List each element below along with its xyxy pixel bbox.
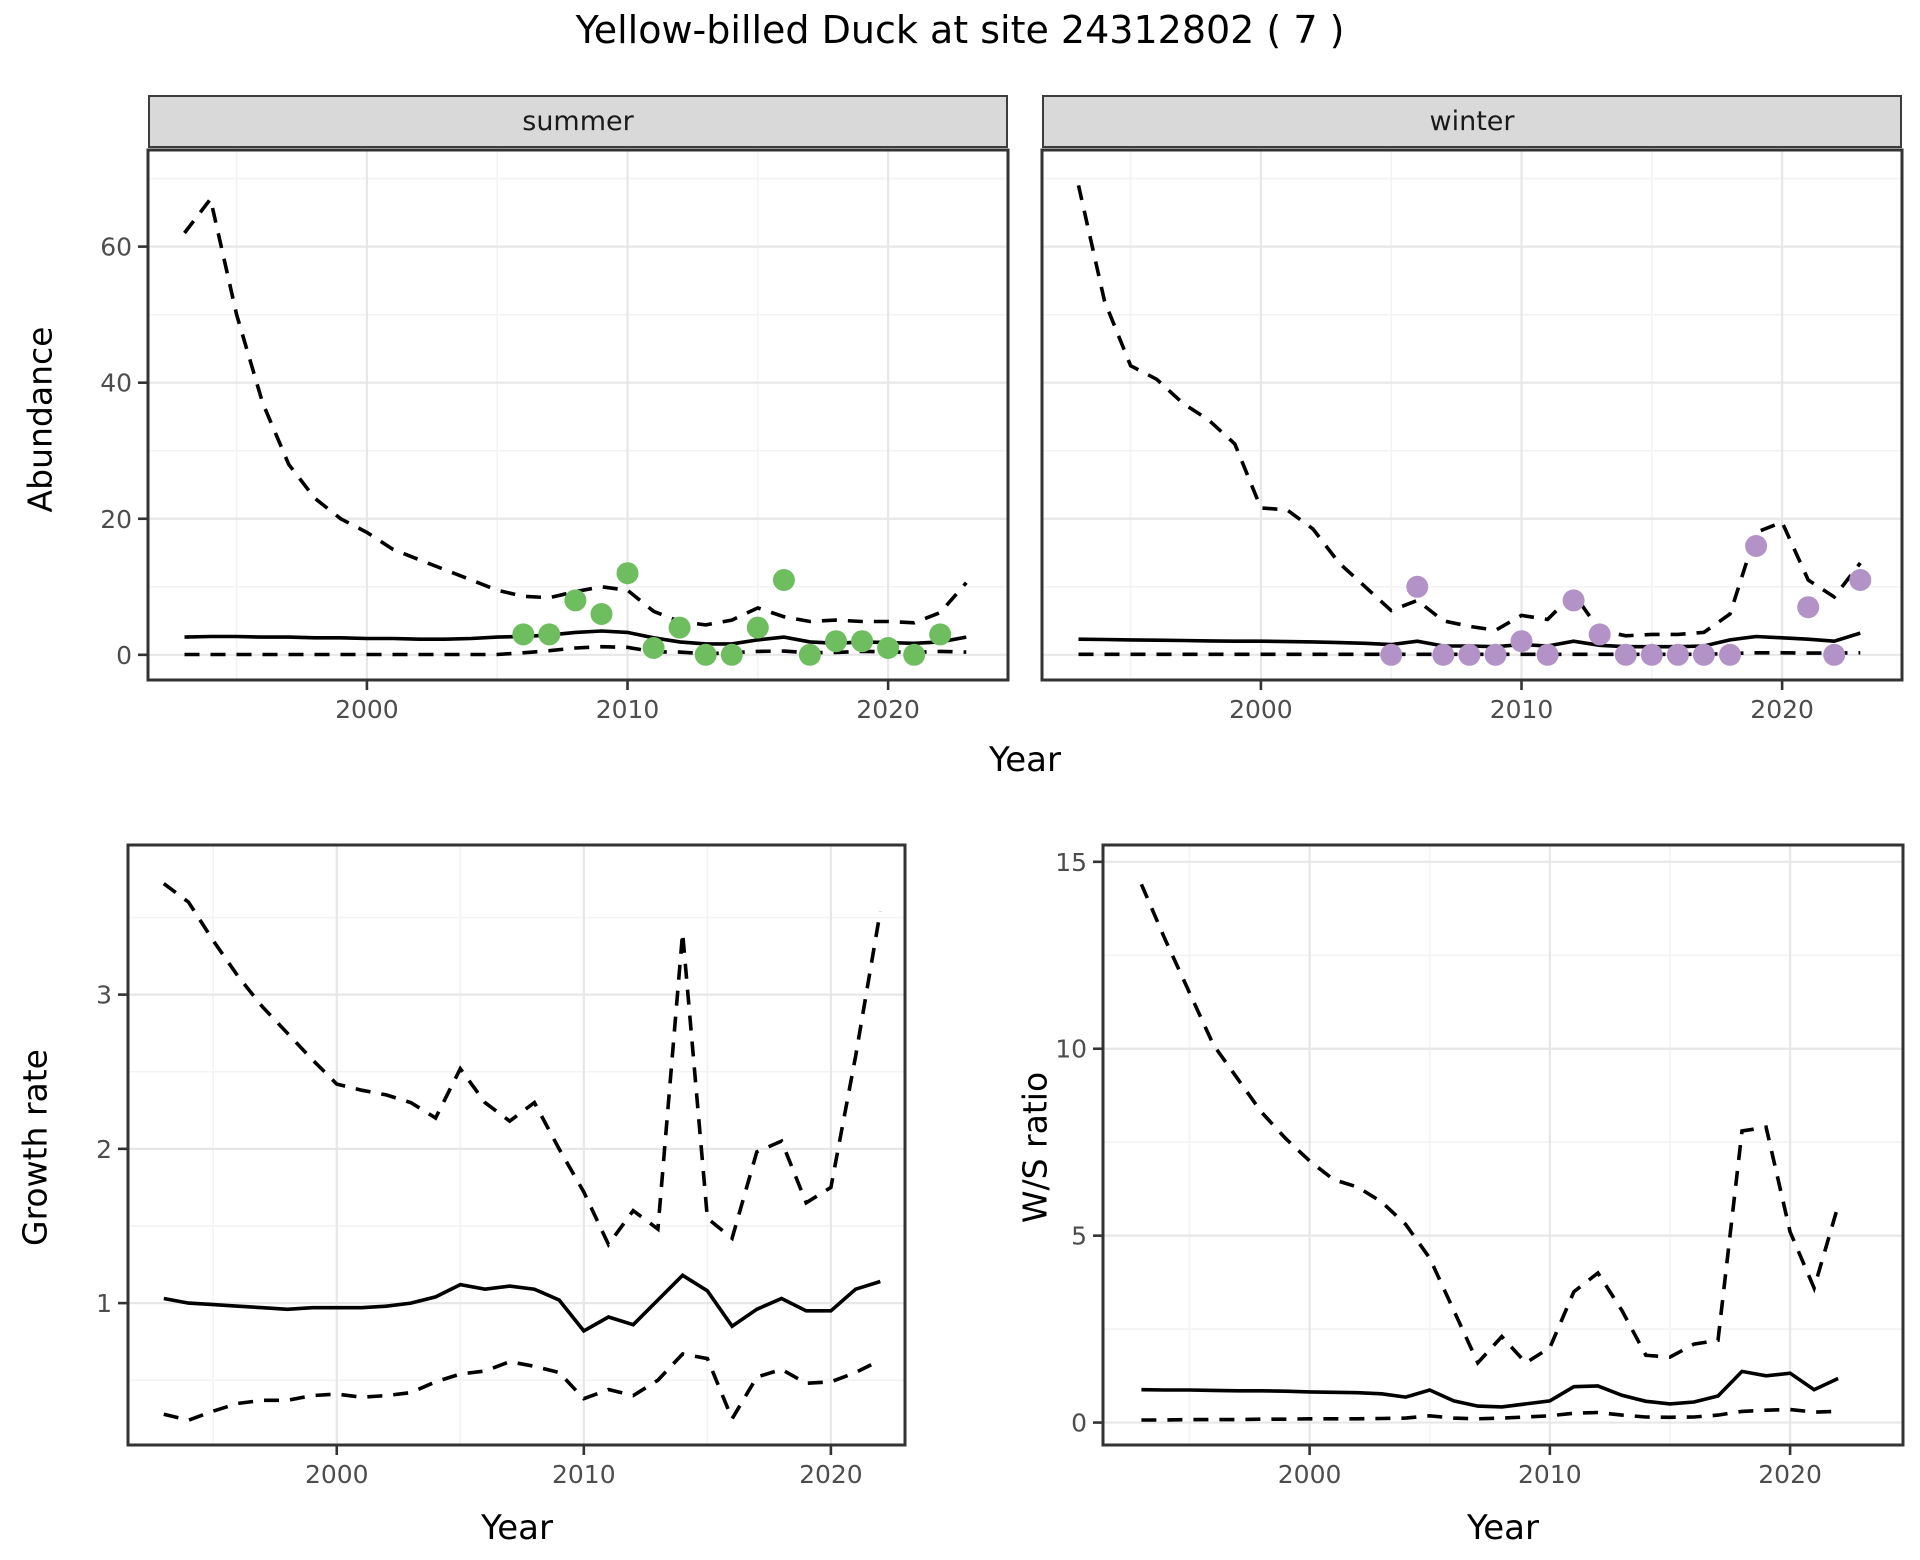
growth-rate-panel: 2000 2010 2020 1 2 3	[96, 843, 907, 1489]
ws-ratio-axis-title: W/S ratio	[1015, 1071, 1055, 1224]
abundance-summer-x-tick-label: 2020	[856, 695, 920, 724]
abundance-winter-x-tick-label: 2010	[1490, 695, 1554, 724]
ws-ratio-x-tick-label: 2010	[1518, 1460, 1582, 1489]
ws-ratio-x-tick-label: 2000	[1278, 1460, 1342, 1489]
growth-rate-x-tick-label: 2010	[552, 1460, 616, 1489]
facet-strip-summer-label: summer	[522, 106, 634, 137]
facet-strip-summer: summer	[148, 95, 1008, 148]
facet-strip-winter: winter	[1042, 95, 1902, 148]
growth-rate-median-line	[163, 1273, 881, 1334]
year-axis-title-top: Year	[989, 740, 1061, 780]
abundance-summer-y-tick-label: 60	[100, 233, 132, 262]
growth-rate-y-tick-label: 3	[96, 981, 112, 1010]
ws-ratio-y-tick-label: 10	[1055, 1035, 1087, 1064]
growth-rate-y-tick-label: 2	[96, 1135, 112, 1164]
year-axis-title-growth: Year	[481, 1508, 553, 1548]
abundance-summer-y-tick-label: 0	[116, 641, 132, 670]
growth-rate-upper_ci-line	[162, 882, 883, 1249]
abundance-summer-upper_ci-line	[183, 194, 968, 627]
facet-strip-winter-label: winter	[1429, 106, 1515, 137]
ws-ratio-x-tick-label: 2020	[1758, 1460, 1822, 1489]
abundance-winter-x-tick-label: 2020	[1750, 695, 1814, 724]
abundance-winter-upper_ci-line	[1076, 185, 1862, 638]
abundance-summer-panel: 2000 2010 2020 0 20 40 60	[100, 148, 1010, 724]
abundance-summer-x-tick-label: 2010	[596, 695, 660, 724]
ws-ratio-y-tick-label: 0	[1071, 1409, 1087, 1438]
page-title: Yellow-billed Duck at site 24312802 ( 7 …	[575, 8, 1345, 52]
observed-counts-winter	[1380, 535, 1872, 666]
year-axis-title-ws: Year	[1467, 1508, 1539, 1548]
observed-counts-summer	[512, 562, 952, 666]
ws-ratio-upper_ci-line	[1139, 883, 1840, 1367]
ws-ratio-panel: 2000 2010 2020 0 5 10 15	[1055, 843, 1905, 1489]
ws-ratio-lower_ci-line	[1141, 1407, 1839, 1422]
abundance-summer-lower_ci-line	[184, 644, 967, 657]
abundance-summer-y-tick-label: 40	[100, 369, 132, 398]
abundance-winter-panel: 2000 2010 2020	[1040, 148, 1904, 724]
growth-rate-y-tick-label: 1	[96, 1289, 112, 1318]
growth-rate-x-tick-label: 2020	[799, 1460, 863, 1489]
ws-ratio-y-tick-label: 5	[1071, 1222, 1087, 1251]
abundance-winter-x-tick-label: 2000	[1229, 695, 1293, 724]
growth-rate-x-tick-label: 2000	[305, 1460, 369, 1489]
growth-rate-axis-title: Growth rate	[15, 1049, 55, 1246]
ws-ratio-y-tick-label: 15	[1055, 848, 1087, 877]
abundance-summer-y-tick-label: 20	[100, 505, 132, 534]
ws-ratio-median-line	[1141, 1369, 1839, 1409]
abundance-summer-x-tick-label: 2000	[335, 695, 399, 724]
abundance-axis-title: Abundance	[20, 326, 60, 513]
growth-rate-lower_ci-line	[163, 1352, 882, 1423]
